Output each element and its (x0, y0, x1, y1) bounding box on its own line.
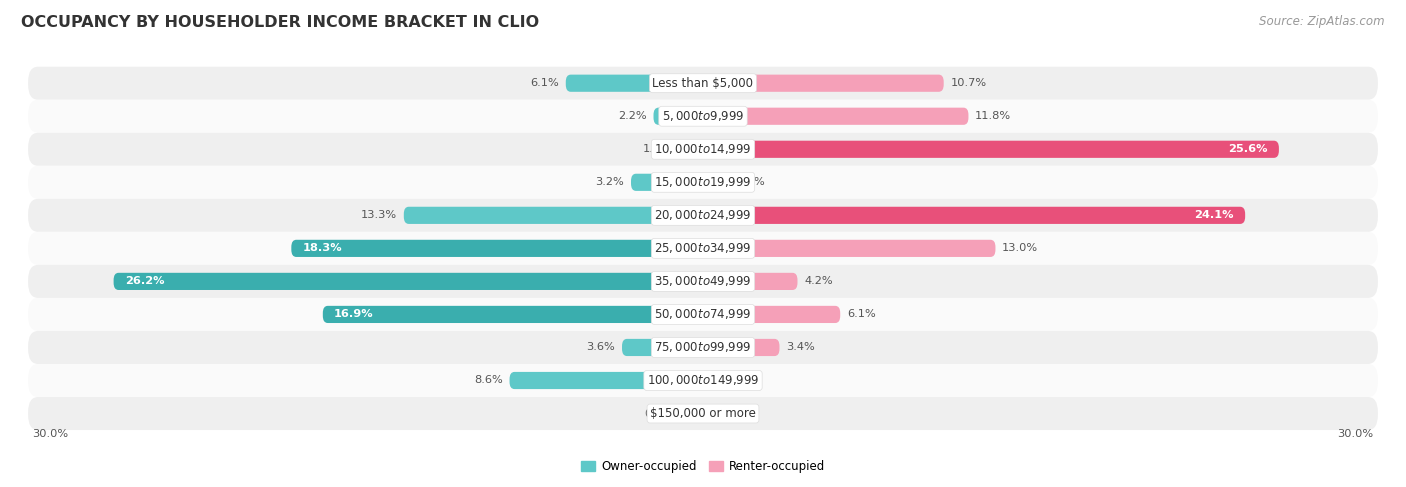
Text: 13.3%: 13.3% (361, 210, 396, 220)
Text: 6.1%: 6.1% (846, 309, 876, 319)
FancyBboxPatch shape (404, 207, 703, 224)
FancyBboxPatch shape (565, 75, 703, 92)
Text: $15,000 to $19,999: $15,000 to $19,999 (654, 175, 752, 189)
Text: 3.2%: 3.2% (596, 177, 624, 187)
FancyBboxPatch shape (323, 306, 703, 323)
Text: 1.1%: 1.1% (643, 144, 672, 154)
FancyBboxPatch shape (28, 199, 1378, 232)
Text: $50,000 to $74,999: $50,000 to $74,999 (654, 307, 752, 321)
FancyBboxPatch shape (28, 100, 1378, 133)
Text: 13.0%: 13.0% (1002, 244, 1038, 253)
Text: Less than $5,000: Less than $5,000 (652, 77, 754, 90)
FancyBboxPatch shape (28, 364, 1378, 397)
FancyBboxPatch shape (28, 298, 1378, 331)
FancyBboxPatch shape (509, 372, 703, 389)
FancyBboxPatch shape (703, 141, 1279, 158)
FancyBboxPatch shape (686, 405, 703, 422)
FancyBboxPatch shape (114, 273, 703, 290)
Text: $20,000 to $24,999: $20,000 to $24,999 (654, 208, 752, 223)
FancyBboxPatch shape (703, 339, 779, 356)
Text: 30.0%: 30.0% (32, 429, 69, 439)
Text: 16.9%: 16.9% (335, 309, 374, 319)
Text: 0.72%: 0.72% (644, 409, 681, 418)
Text: 18.3%: 18.3% (302, 244, 342, 253)
Text: 11.8%: 11.8% (976, 111, 1011, 121)
FancyBboxPatch shape (703, 273, 797, 290)
Text: $75,000 to $99,999: $75,000 to $99,999 (654, 340, 752, 355)
Text: $5,000 to $9,999: $5,000 to $9,999 (662, 109, 744, 123)
Legend: Owner-occupied, Renter-occupied: Owner-occupied, Renter-occupied (576, 455, 830, 478)
FancyBboxPatch shape (703, 207, 1246, 224)
FancyBboxPatch shape (703, 174, 730, 191)
Text: 26.2%: 26.2% (125, 277, 165, 286)
FancyBboxPatch shape (291, 240, 703, 257)
Text: 3.6%: 3.6% (586, 342, 616, 353)
Text: 30.0%: 30.0% (1337, 429, 1374, 439)
Text: 10.7%: 10.7% (950, 78, 987, 88)
FancyBboxPatch shape (621, 339, 703, 356)
Text: 6.1%: 6.1% (530, 78, 560, 88)
Text: 2.2%: 2.2% (619, 111, 647, 121)
Text: $35,000 to $49,999: $35,000 to $49,999 (654, 274, 752, 288)
FancyBboxPatch shape (28, 232, 1378, 265)
FancyBboxPatch shape (703, 108, 969, 125)
Text: Source: ZipAtlas.com: Source: ZipAtlas.com (1260, 15, 1385, 28)
FancyBboxPatch shape (28, 133, 1378, 166)
Text: $150,000 or more: $150,000 or more (650, 407, 756, 420)
FancyBboxPatch shape (28, 397, 1378, 430)
Text: 4.2%: 4.2% (804, 277, 832, 286)
FancyBboxPatch shape (703, 75, 943, 92)
FancyBboxPatch shape (28, 67, 1378, 100)
Text: 8.6%: 8.6% (474, 375, 503, 386)
FancyBboxPatch shape (28, 265, 1378, 298)
FancyBboxPatch shape (703, 306, 841, 323)
Text: 0.0%: 0.0% (710, 375, 738, 386)
FancyBboxPatch shape (631, 174, 703, 191)
Text: 25.6%: 25.6% (1229, 144, 1268, 154)
Text: $10,000 to $14,999: $10,000 to $14,999 (654, 142, 752, 156)
FancyBboxPatch shape (654, 108, 703, 125)
FancyBboxPatch shape (28, 331, 1378, 364)
FancyBboxPatch shape (28, 166, 1378, 199)
Text: 0.0%: 0.0% (710, 409, 738, 418)
Text: 1.2%: 1.2% (737, 177, 765, 187)
FancyBboxPatch shape (678, 141, 703, 158)
FancyBboxPatch shape (703, 240, 995, 257)
Text: 3.4%: 3.4% (786, 342, 815, 353)
Text: 24.1%: 24.1% (1195, 210, 1234, 220)
Text: $25,000 to $34,999: $25,000 to $34,999 (654, 242, 752, 255)
Text: $100,000 to $149,999: $100,000 to $149,999 (647, 374, 759, 388)
Text: OCCUPANCY BY HOUSEHOLDER INCOME BRACKET IN CLIO: OCCUPANCY BY HOUSEHOLDER INCOME BRACKET … (21, 15, 540, 30)
